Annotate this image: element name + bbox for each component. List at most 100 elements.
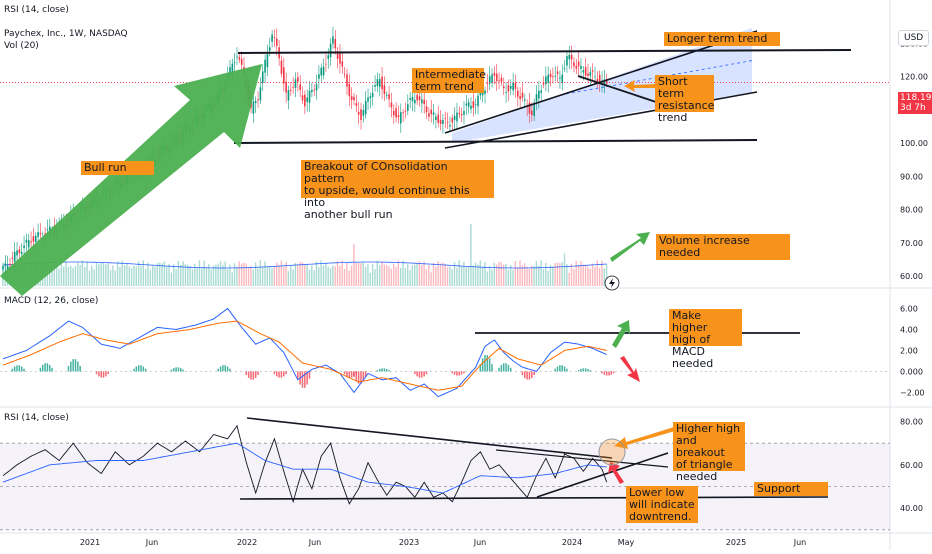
macd-histogram-bar xyxy=(502,363,505,372)
macd-histogram-bar xyxy=(105,371,107,377)
volume-bar xyxy=(210,269,212,286)
volume-bar xyxy=(278,264,280,286)
rsi-label[interactable]: RSI (14, close) xyxy=(4,413,69,423)
volume-bar xyxy=(439,263,442,286)
volume-bar xyxy=(531,265,533,286)
volume-bar xyxy=(336,261,339,286)
volume-bar xyxy=(290,265,292,286)
volume-bar xyxy=(474,262,477,286)
candle-body xyxy=(488,76,491,84)
macd-histogram-bar xyxy=(74,359,77,372)
volume-bar xyxy=(58,268,60,286)
intermediate-trend-annotation: Intermediate term trend xyxy=(412,68,486,93)
x-tick-label: Jun xyxy=(308,538,322,547)
volume-bar xyxy=(254,262,257,286)
candle-body xyxy=(2,266,4,270)
volume-bar xyxy=(334,266,336,286)
candle-body xyxy=(416,94,418,101)
macd-histogram-bar xyxy=(247,371,250,378)
macd-histogram-bar xyxy=(217,368,219,372)
volume-bar xyxy=(264,261,266,286)
volume-bar xyxy=(308,269,311,286)
candle-body xyxy=(533,102,535,117)
macd-signal-line xyxy=(2,320,607,391)
candle-body xyxy=(584,67,587,76)
volume-bar xyxy=(133,265,135,286)
macd-histogram-bar xyxy=(526,371,528,380)
volume-bar xyxy=(437,261,439,286)
volume-bar xyxy=(116,261,119,286)
macd-histogram-bar xyxy=(559,365,561,372)
candle-body xyxy=(238,57,241,60)
volume-bar xyxy=(409,270,411,286)
volume-bar xyxy=(315,261,318,286)
volume-bar xyxy=(472,265,474,286)
macd-histogram-bar xyxy=(224,365,226,372)
volume-bar xyxy=(112,265,114,286)
volume-bar xyxy=(56,262,58,286)
volume-bar xyxy=(79,264,81,286)
candle-body xyxy=(327,55,330,59)
volume-bar xyxy=(343,268,346,286)
rsi-tick-label: 80.00 xyxy=(900,418,923,427)
short-term-orange-arrow xyxy=(624,80,655,92)
macd-histogram-bar xyxy=(388,370,390,372)
candle-body xyxy=(528,102,531,114)
volume-bar xyxy=(126,262,128,286)
candle-body xyxy=(591,70,594,72)
volume-bar xyxy=(395,267,397,286)
macd-histogram-bar xyxy=(488,358,491,372)
candle-body xyxy=(449,124,451,127)
volume-bar xyxy=(327,266,329,286)
volume-bar xyxy=(575,260,577,286)
macd-histogram-bar xyxy=(521,371,524,376)
rsi-support-line xyxy=(239,496,829,500)
macd-histogram-bar xyxy=(72,359,74,372)
volume-bar xyxy=(224,261,226,286)
volume-bar xyxy=(444,263,446,286)
macd-red-arrow xyxy=(620,356,640,382)
candle-body xyxy=(37,232,39,237)
volume-bar xyxy=(456,268,458,286)
volume-bar xyxy=(65,261,67,286)
volume-bar xyxy=(285,261,287,286)
macd-histogram-bar xyxy=(350,371,353,378)
candle-body xyxy=(285,81,287,93)
short-term-resistance-line xyxy=(577,75,657,103)
volume-bar xyxy=(86,261,88,286)
volume-bar xyxy=(166,266,168,286)
macd-histogram-bar xyxy=(306,371,308,385)
macd-histogram-bar xyxy=(577,370,580,372)
volume-bar xyxy=(580,261,582,286)
candle-body xyxy=(561,74,564,83)
top-indicator-label[interactable]: RSI (14, close) xyxy=(4,5,69,15)
candle-body xyxy=(521,92,524,98)
macd-histogram-bar xyxy=(39,367,42,372)
candle-body xyxy=(34,235,37,242)
volume-bar xyxy=(102,262,105,286)
candle-body xyxy=(257,99,259,101)
macd-histogram-bar xyxy=(608,371,610,376)
volume-bar xyxy=(137,261,140,286)
x-tick-label: 2021 xyxy=(80,538,100,547)
macd-histogram-bar xyxy=(140,365,142,372)
volume-bar xyxy=(369,272,371,286)
candle-body xyxy=(231,63,234,76)
candle-body xyxy=(395,108,397,118)
symbol-title[interactable]: Paychex, Inc., 1W, NASDAQ xyxy=(4,29,128,39)
volume-label[interactable]: Vol (20) xyxy=(4,41,39,51)
macd-histogram-bar xyxy=(425,371,428,375)
candle-body xyxy=(470,105,472,109)
volume-bar xyxy=(556,262,559,286)
currency-button[interactable]: USD xyxy=(898,30,930,46)
macd-histogram-bar xyxy=(49,364,51,372)
macd-histogram-bar xyxy=(170,369,173,372)
volume-bar xyxy=(535,261,538,286)
macd-label[interactable]: MACD (12, 26, close) xyxy=(4,296,99,306)
macd-histogram-bar xyxy=(531,371,533,378)
volume-bar xyxy=(184,264,187,286)
candle-body xyxy=(493,72,496,76)
candle-body xyxy=(542,82,545,85)
volume-bar xyxy=(91,265,93,286)
volume-bar xyxy=(140,266,142,286)
